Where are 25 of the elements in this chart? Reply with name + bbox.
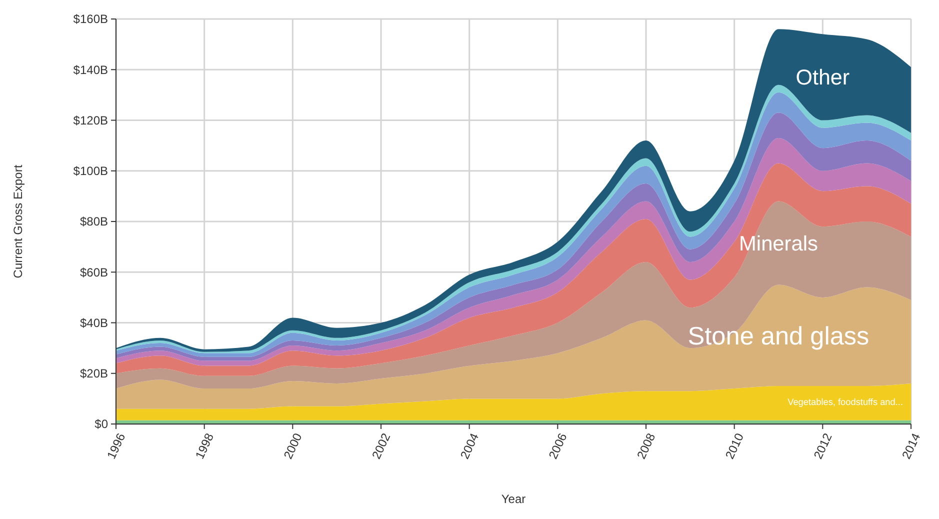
y-tick-label: $40B xyxy=(80,316,108,330)
x-tick-label: 2002 xyxy=(369,430,394,462)
y-tick-label: $20B xyxy=(80,366,108,381)
series-label: Stone and glass xyxy=(688,322,870,350)
x-tick-label: 2008 xyxy=(634,430,658,462)
y-tick-label: $80B xyxy=(80,214,108,229)
series-label: Minerals xyxy=(739,232,818,256)
y-axis-title: Current Gross Export xyxy=(11,164,25,278)
x-tick-label: 2004 xyxy=(458,430,482,462)
x-tick-label: 2012 xyxy=(810,430,835,462)
y-tick-label: $100B xyxy=(73,164,108,178)
series-label: Other xyxy=(796,66,850,90)
x-tick-label: 2000 xyxy=(280,430,305,462)
y-tick-label: $0 xyxy=(94,417,108,432)
x-tick-label: 1996 xyxy=(104,430,128,462)
series-label: Vegetables, foodstuffs and... xyxy=(788,397,903,408)
y-tick-label: $140B xyxy=(73,62,108,77)
x-tick-label: 2010 xyxy=(722,430,747,462)
x-tick-label: 2014 xyxy=(899,430,924,462)
x-tick-label: 1998 xyxy=(192,430,217,462)
y-tick-label: $120B xyxy=(73,113,108,128)
y-tick-label: $160B xyxy=(73,12,108,26)
y-tick-label: $60B xyxy=(80,265,108,280)
x-tick-label: 2006 xyxy=(546,430,570,462)
x-axis-title: Year xyxy=(501,492,526,506)
